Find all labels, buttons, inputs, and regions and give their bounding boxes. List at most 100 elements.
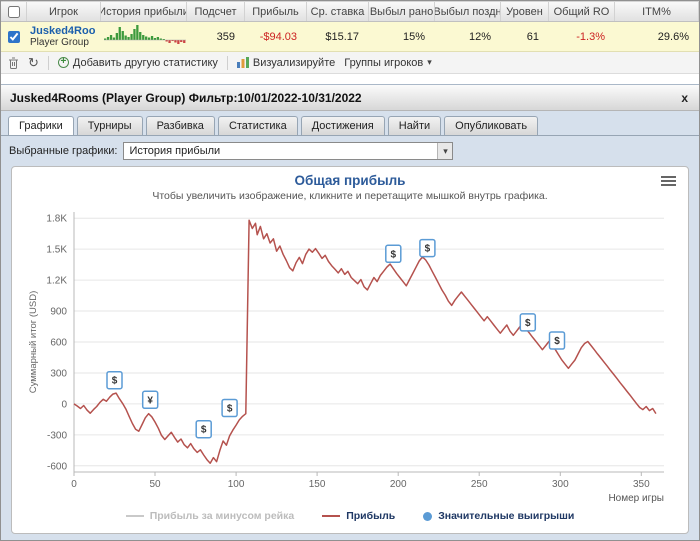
tab-achievements[interactable]: Достижения	[300, 116, 385, 135]
svg-text:300: 300	[50, 369, 67, 380]
spacer	[1, 74, 699, 84]
select-all-checkbox[interactable]	[7, 5, 20, 18]
col-header-count[interactable]: Подсчет	[187, 2, 245, 21]
svg-text:100: 100	[228, 479, 245, 490]
player-cell: Jusked4Roo Player Group	[27, 25, 101, 48]
player-stats-table: Игрок История прибыли Подсчет Прибыль Ср…	[1, 1, 699, 52]
player-groups-dropdown[interactable]: Группы игроков ▾	[344, 57, 432, 69]
refresh-icon[interactable]: ↻	[28, 55, 39, 70]
table-toolbar: ↻ + Добавить другую статистику Визуализи…	[1, 52, 699, 74]
svg-text:150: 150	[309, 479, 326, 490]
significant-win-marker: $	[195, 419, 212, 439]
legend-label: Значительные выигрыши	[438, 510, 575, 522]
col-header-level[interactable]: Уровен	[501, 2, 549, 21]
svg-text:¥: ¥	[147, 395, 153, 406]
total-roi-cell: -1.3%	[576, 30, 605, 43]
svg-text:Суммарный итог (USD): Суммарный итог (USD)	[28, 291, 39, 393]
chart-subtitle: Чтобы увеличить изображение, кликните и …	[152, 190, 548, 202]
level-cell: 61	[526, 30, 539, 43]
visualize-button[interactable]: Визуализируйте	[236, 56, 336, 69]
profit-history-sparkline	[104, 25, 186, 44]
trash-icon[interactable]	[8, 57, 19, 69]
col-header-avg-stake[interactable]: Ср. ставка	[307, 2, 369, 21]
busted-early-cell: 15%	[402, 30, 425, 43]
legend-item-profit[interactable]: Прибыль	[322, 510, 395, 522]
panel-title: Jusked4Rooms (Player Group) Фильтр:10/01…	[10, 90, 362, 105]
graph-select-row: Выбранные графики: История прибыли ▾	[1, 136, 699, 164]
legend-item-profit-minus-rake[interactable]: Прибыль за минусом рейка	[125, 510, 294, 522]
tab-statistics[interactable]: Статистика	[217, 116, 298, 135]
svg-text:1.5K: 1.5K	[46, 245, 67, 256]
player-name-link[interactable]: Jusked4Roo	[30, 25, 96, 37]
chevron-down-icon: ▾	[427, 57, 432, 67]
svg-text:-600: -600	[47, 461, 67, 472]
row-checkbox-cell	[1, 30, 27, 43]
col-header-profit-history[interactable]: История прибыли	[101, 2, 187, 21]
svg-text:600: 600	[50, 338, 67, 349]
player-groups-label: Группы игроков	[344, 56, 424, 69]
player-group-label: Player Group	[30, 37, 89, 48]
filter-panel: Jusked4Rooms (Player Group) Фильтр:10/01…	[1, 84, 699, 540]
chart-menu-icon[interactable]	[661, 176, 676, 188]
profit-cell: -$94.03	[259, 30, 297, 43]
chart-title: Общая прибыль	[294, 173, 406, 188]
svg-text:0: 0	[71, 479, 77, 490]
col-header-itm[interactable]: ITM%	[615, 2, 699, 21]
row-checkbox[interactable]	[8, 30, 20, 43]
legend-dot-swatch	[423, 511, 433, 521]
graph-type-select[interactable]: История прибыли ▾	[123, 142, 454, 160]
sparkline-cell	[101, 23, 187, 50]
svg-text:Номер игры: Номер игры	[608, 493, 664, 504]
svg-text:$: $	[227, 404, 233, 415]
svg-text:$: $	[391, 249, 397, 260]
profit-chart-card: Общая прибыль Чтобы увеличить изображени…	[11, 166, 689, 534]
toolbar-divider	[47, 55, 49, 70]
significant-win-marker: ¥	[141, 390, 159, 410]
svg-text:$: $	[425, 244, 431, 255]
significant-win-marker: $	[106, 370, 123, 390]
add-statistic-button[interactable]: + Добавить другую статистику	[57, 57, 218, 69]
svg-text:300: 300	[552, 479, 569, 490]
plus-icon: +	[57, 57, 69, 68]
tab-breakdown[interactable]: Разбивка	[145, 116, 215, 135]
legend-item-significant-wins[interactable]: Значительные выигрыши	[423, 510, 574, 522]
col-header-profit[interactable]: Прибыль	[245, 2, 307, 21]
svg-text:250: 250	[471, 479, 488, 490]
tab-bar: Графики Турниры Разбивка Статистика Дост…	[1, 111, 699, 136]
svg-text:1.8K: 1.8K	[46, 214, 67, 225]
chart-legend: Прибыль за минусом рейка Прибыль Значите…	[18, 506, 682, 526]
visualize-label: Визуализируйте	[252, 56, 336, 69]
select-all-cell	[1, 2, 27, 21]
bar-chart-icon	[236, 57, 249, 68]
table-row[interactable]: Jusked4Roo Player Group 359 -$94.03 $15.…	[1, 22, 699, 52]
significant-win-marker: $	[419, 238, 436, 258]
tab-charts[interactable]: Графики	[8, 116, 74, 135]
significant-win-marker: $	[548, 331, 566, 350]
close-icon[interactable]: x	[681, 90, 688, 105]
svg-text:350: 350	[633, 479, 650, 490]
svg-text:200: 200	[390, 479, 407, 490]
tab-publish[interactable]: Опубликовать	[444, 116, 539, 135]
col-header-player[interactable]: Игрок	[27, 2, 101, 21]
tab-find[interactable]: Найти	[387, 116, 442, 135]
significant-win-marker: $	[385, 244, 402, 264]
col-header-total-roi[interactable]: Общий RO	[549, 2, 615, 21]
busted-late-cell: 12%	[468, 30, 491, 43]
table-header-row: Игрок История прибыли Подсчет Прибыль Ср…	[1, 1, 699, 22]
svg-text:1.2K: 1.2K	[46, 276, 67, 287]
svg-text:50: 50	[149, 479, 161, 490]
tab-tournaments[interactable]: Турниры	[76, 116, 143, 135]
toolbar-divider	[226, 55, 228, 70]
select-chevron-icon: ▾	[437, 143, 453, 159]
legend-label: Прибыль	[346, 510, 396, 522]
col-header-busted-early[interactable]: Выбыл рано	[369, 2, 435, 21]
svg-text:900: 900	[50, 307, 67, 318]
graph-select-value: История прибыли	[129, 145, 221, 157]
svg-text:$: $	[112, 376, 118, 387]
profit-chart[interactable]: -600 -300 0 300 600 900 1.2K 1.5K 1.8K 0 50 100 150 2…	[24, 204, 676, 506]
col-header-busted-late[interactable]: Выбыл поздн	[435, 2, 501, 21]
count-cell: 359	[216, 30, 235, 43]
significant-win-marker: $	[221, 398, 238, 418]
svg-text:-300: -300	[47, 430, 67, 441]
